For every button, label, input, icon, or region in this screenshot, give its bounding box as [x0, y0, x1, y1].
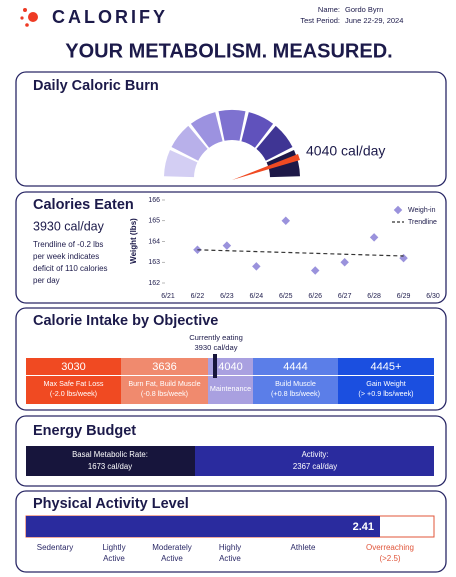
y-tick-label: 162 [148, 280, 160, 287]
weigh-in-point [369, 233, 379, 242]
activity-label: Activity: [302, 450, 329, 459]
logo-dot [20, 16, 24, 20]
segment-label: Burn Fat, Build Muscle [128, 379, 200, 388]
level-label: Moderately [152, 543, 192, 552]
current-label: 3930 cal/day [194, 343, 237, 352]
intake-segment [338, 358, 434, 404]
bmr-bar [26, 446, 195, 476]
x-tick-label: 6/25 [279, 293, 293, 300]
gauge-segment [218, 109, 246, 141]
level-label: (>2.5) [379, 554, 400, 563]
gauge [164, 109, 300, 180]
x-tick-label: 6/21 [161, 293, 175, 300]
gauge-segment [241, 112, 274, 148]
weigh-in-point [222, 241, 232, 250]
logo-dot [28, 12, 38, 22]
segment-value: 4445+ [371, 361, 402, 373]
activity-fill [26, 516, 380, 537]
segment-value: 4040 [218, 361, 242, 373]
y-axis-label: Weight (lbs) [129, 218, 138, 264]
weigh-in-point [310, 266, 320, 275]
trendline [197, 249, 404, 257]
gauge-needle [232, 154, 300, 180]
x-tick-label: 6/28 [367, 293, 381, 300]
y-tick-label: 164 [148, 238, 160, 245]
x-tick-label: 6/24 [250, 293, 264, 300]
section-title: Physical Activity Level [33, 496, 189, 512]
segment-label: Max Safe Fat Loss [44, 379, 104, 388]
level-label: Overreaching [366, 543, 414, 552]
intake-segment [253, 358, 338, 404]
logo-dot [25, 23, 29, 27]
page-title: YOUR METABOLISM. MEASURED. [65, 40, 392, 62]
segment-value: 3030 [61, 361, 85, 373]
brand: CALORIFY [52, 7, 168, 27]
name: Gordo Byrn [345, 5, 383, 14]
section-title: Calorie Intake by Objective [33, 313, 218, 329]
period: June 22-29, 2024 [345, 16, 403, 25]
section-title: Energy Budget [33, 423, 136, 439]
gauge-segment [171, 125, 208, 161]
note-line: deficit of 110 calories [33, 264, 108, 273]
legend-label: Trendline [408, 219, 437, 226]
weigh-in-point [281, 216, 291, 225]
segment-label: (-0.8 lbs/week) [141, 389, 188, 398]
gauge-segment [190, 112, 223, 148]
level-label: Athlete [291, 543, 316, 552]
bmr-label: Basal Metabolic Rate: [72, 450, 148, 459]
segment-label: (> +0.9 lbs/week) [358, 389, 413, 398]
eaten-value: 3930 cal/day [33, 219, 105, 233]
activity-level-value: 2.41 [353, 521, 374, 533]
gauge-segment [164, 150, 198, 178]
segment-label: Build Muscle [275, 379, 316, 388]
scatter-chart: 162 163 164 165 166 6/21 6/22 6/23 6/24 6/25 6/26 6… [148, 197, 440, 300]
y-tick-label: 166 [148, 197, 160, 204]
activity-value: 2367 cal/day [293, 462, 337, 471]
segment-label: (-2.0 lbs/week) [50, 389, 97, 398]
section-title: Calories Eaten [33, 197, 134, 213]
level-label: Highly [219, 543, 241, 552]
legend-label: Weigh-in [408, 207, 436, 214]
x-tick-label: 6/29 [397, 293, 411, 300]
segment-label: (+0.8 lbs/week) [271, 389, 320, 398]
level-label: Sedentary [37, 543, 73, 552]
intake-bar: 3030 Max Safe Fat Loss(-2.0 lbs/week) 3636… [26, 354, 434, 404]
note-line: Trendline of -0.2 lbs [33, 240, 103, 249]
weigh-in-point [340, 258, 349, 267]
name-label: Name: [318, 5, 340, 14]
period-label: Test Period: [300, 16, 340, 25]
segment-value: 4444 [283, 361, 307, 373]
x-tick-label: 6/22 [191, 293, 205, 300]
segment-label: Gain Weight [366, 379, 405, 388]
activity-bar [195, 446, 434, 476]
burn-value: 4040 cal/day [306, 143, 385, 159]
segment-value: 3636 [152, 361, 176, 373]
current-marker [213, 354, 217, 378]
intake-segment [121, 358, 208, 404]
x-tick-label: 6/30 [426, 293, 440, 300]
logo-dot [23, 8, 27, 12]
current-label: Currently eating [189, 333, 243, 342]
bmr-value: 1673 cal/day [88, 462, 132, 471]
level-label: Active [161, 554, 183, 563]
section-box [15, 191, 447, 304]
note-line: per day [33, 276, 60, 285]
segment-label: Maintenance [210, 384, 251, 393]
gauge-segment [256, 125, 293, 161]
x-tick-label: 6/23 [220, 293, 234, 300]
y-tick-label: 163 [148, 259, 160, 266]
level-label: Active [103, 554, 125, 563]
x-tick-label: 6/26 [308, 293, 322, 300]
intake-segment [26, 358, 121, 404]
activity-levels: Sedentary Lightly Active Moderately Active Hi… [37, 543, 414, 563]
level-label: Lightly [102, 543, 125, 552]
note-line: per week indicates [33, 252, 99, 261]
section-title: Daily Caloric Burn [33, 78, 159, 94]
x-tick-label: 6/27 [338, 293, 352, 300]
y-tick-label: 165 [148, 218, 160, 225]
level-label: Active [219, 554, 241, 563]
logo [20, 8, 38, 27]
legend-swatch [393, 205, 403, 215]
